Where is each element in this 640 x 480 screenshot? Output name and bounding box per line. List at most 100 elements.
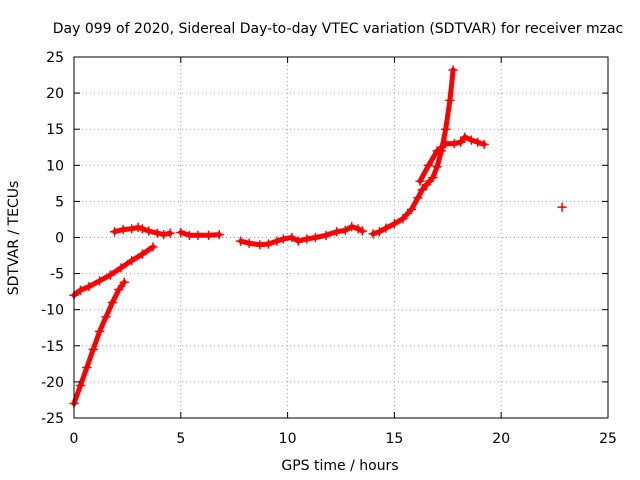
data-point (176, 227, 186, 238)
data-point (432, 161, 442, 172)
data-point (278, 234, 289, 244)
data-point (445, 95, 455, 106)
data-point (214, 229, 224, 240)
data-point (126, 224, 137, 234)
data-point (357, 226, 368, 236)
data-point (472, 137, 483, 147)
data-point (421, 180, 432, 190)
data-point (94, 326, 105, 337)
y-tick-label: 0 (55, 231, 64, 247)
data-trace (238, 223, 365, 248)
y-tick-label: 15 (46, 122, 64, 138)
x-axis: 0 5 10 15 20 25 (70, 57, 617, 447)
y-tick-label: -5 (50, 267, 64, 283)
y-tick: 5 (55, 194, 608, 210)
data-point (137, 224, 148, 234)
data-series (69, 65, 567, 409)
data-point (368, 229, 378, 239)
data-point (133, 222, 143, 233)
data-point (432, 146, 442, 156)
data-point (455, 137, 466, 147)
y-tick: 10 (46, 158, 608, 174)
data-point (114, 284, 124, 295)
x-tick-label: 0 (70, 431, 79, 447)
data-point (440, 124, 451, 134)
data-point (413, 193, 423, 203)
data-point (340, 225, 351, 236)
data-point (148, 242, 158, 252)
data-point (428, 172, 438, 183)
data-point (235, 236, 246, 246)
data-point (84, 281, 94, 292)
data-point (406, 204, 417, 215)
y-tick-label: -20 (41, 375, 64, 391)
data-point (466, 135, 477, 145)
data-point (479, 139, 489, 150)
y-tick: -15 (41, 339, 608, 355)
data-point (448, 65, 458, 75)
data-point (101, 312, 111, 322)
series-sdtvar (69, 65, 567, 409)
data-point (144, 226, 154, 236)
data-point (244, 238, 254, 249)
data-point (75, 380, 86, 391)
y-tick: -10 (41, 303, 608, 319)
data-point (460, 132, 470, 142)
y-tick-label: 10 (46, 158, 64, 174)
data-point (119, 277, 129, 288)
data-point (193, 230, 203, 241)
y-tick-label: 20 (46, 86, 64, 102)
data-point (389, 219, 400, 229)
data-point (118, 224, 128, 235)
y-tick-label: 25 (46, 50, 64, 66)
data-point (184, 230, 195, 241)
data-point (203, 230, 214, 241)
chart-title: Day 099 of 2020, Sidereal Day-to-day VTE… (53, 21, 623, 37)
data-point (116, 263, 126, 273)
data-point (94, 276, 105, 286)
x-tick: 15 (385, 57, 403, 447)
data-point (331, 226, 342, 237)
data-point (152, 228, 163, 238)
data-point (105, 270, 116, 280)
data-point (88, 344, 98, 355)
data-point (165, 228, 175, 238)
grid-lines (74, 57, 608, 418)
data-point (293, 236, 304, 246)
y-tick-label: -10 (41, 303, 64, 319)
data-point (417, 185, 427, 195)
x-tick: 20 (492, 57, 510, 447)
x-tick-label: 15 (385, 431, 403, 447)
y-tick: -25 (41, 411, 608, 427)
data-point (137, 249, 148, 259)
data-point (255, 239, 265, 250)
data-point (263, 239, 274, 249)
data-point (75, 285, 86, 295)
data-point (374, 226, 385, 237)
y-axis: -25 -20 -15 -10 -5 0 5 10 15 20 25 (41, 50, 608, 427)
x-axis-label: GPS time / hours (281, 458, 398, 474)
y-tick: -5 (50, 267, 608, 283)
y-tick: 0 (55, 231, 608, 247)
data-point (423, 160, 434, 171)
y-tick: 25 (46, 50, 608, 66)
data-point (310, 232, 321, 243)
data-point (302, 234, 312, 244)
x-tick: 10 (279, 57, 297, 447)
data-point (449, 138, 459, 149)
y-tick: -20 (41, 375, 608, 391)
y-tick-label: -25 (41, 411, 64, 427)
x-tick: 0 (70, 57, 79, 447)
data-point (82, 362, 92, 373)
data-point (381, 223, 391, 233)
data-point (158, 229, 169, 240)
data-point (109, 226, 120, 237)
x-tick-label: 5 (176, 431, 185, 447)
data-point (287, 232, 297, 243)
y-tick: 20 (46, 86, 608, 102)
data-point (126, 255, 137, 266)
data-point (557, 202, 567, 212)
x-tick-label: 20 (492, 431, 510, 447)
x-tick-label: 25 (599, 431, 617, 447)
data-point (440, 138, 451, 149)
